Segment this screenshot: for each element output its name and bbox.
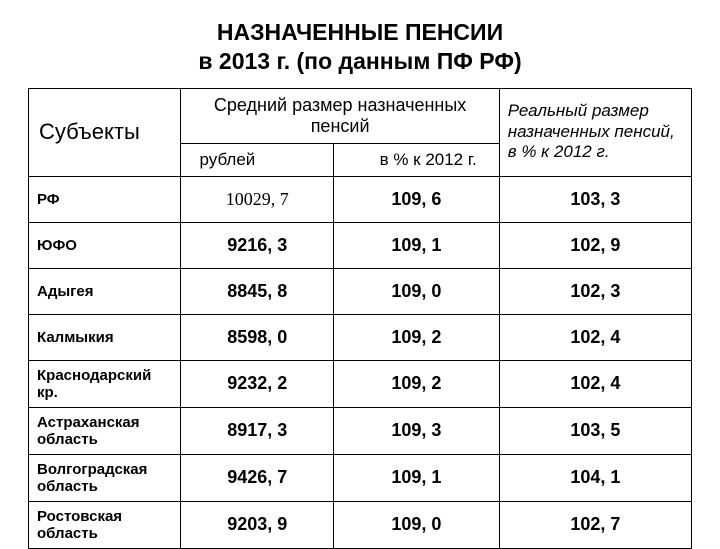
cell-real: 102, 4	[499, 314, 691, 360]
header-avg-size: Средний размер назначенных пенсий	[181, 88, 499, 143]
header-pct-2012: в % к 2012 г.	[333, 143, 499, 176]
cell-subject: Астраханская область	[29, 407, 181, 454]
pensions-table: Субъекты Средний размер назначенных пенс…	[28, 88, 692, 549]
cell-subject: Ростовская область	[29, 501, 181, 548]
cell-pct: 109, 0	[333, 268, 499, 314]
cell-real: 102, 4	[499, 360, 691, 407]
cell-rubles: 9232, 2	[181, 360, 333, 407]
cell-subject: РФ	[29, 176, 181, 222]
slide-title: НАЗНАЧЕННЫЕ ПЕНСИИ в 2013 г. (по данным …	[28, 18, 692, 76]
cell-rubles: 9426, 7	[181, 454, 333, 501]
table-row: Астраханская область8917, 3109, 3103, 5	[29, 407, 692, 454]
table-row: Адыгея8845, 8109, 0102, 3	[29, 268, 692, 314]
cell-pct: 109, 2	[333, 360, 499, 407]
header-subjects: Субъекты	[29, 88, 181, 176]
cell-subject: Краснодарский кр.	[29, 360, 181, 407]
table-row: Волгоградская область9426, 7109, 1104, 1	[29, 454, 692, 501]
cell-pct: 109, 3	[333, 407, 499, 454]
table-row: РФ10029, 7109, 6103, 3	[29, 176, 692, 222]
cell-subject: Волгоградская область	[29, 454, 181, 501]
cell-real: 104, 1	[499, 454, 691, 501]
title-line-1: НАЗНАЧЕННЫЕ ПЕНСИИ	[217, 19, 503, 45]
cell-rubles: 8598, 0	[181, 314, 333, 360]
cell-pct: 109, 6	[333, 176, 499, 222]
table-row: Калмыкия8598, 0109, 2102, 4	[29, 314, 692, 360]
cell-pct: 109, 1	[333, 454, 499, 501]
header-real-size: Реальный размер назначенных пенсий, в % …	[499, 88, 691, 176]
cell-rubles: 8917, 3	[181, 407, 333, 454]
cell-real: 102, 9	[499, 222, 691, 268]
cell-real: 102, 3	[499, 268, 691, 314]
cell-rubles: 10029, 7	[181, 176, 333, 222]
cell-real: 102, 7	[499, 501, 691, 548]
cell-rubles: 9216, 3	[181, 222, 333, 268]
cell-real: 103, 3	[499, 176, 691, 222]
table-row: Ростовская область9203, 9109, 0102, 7	[29, 501, 692, 548]
title-line-2: в 2013 г. (по данным ПФ РФ)	[198, 48, 521, 74]
cell-rubles: 9203, 9	[181, 501, 333, 548]
cell-pct: 109, 2	[333, 314, 499, 360]
cell-pct: 109, 1	[333, 222, 499, 268]
cell-pct: 109, 0	[333, 501, 499, 548]
cell-real: 103, 5	[499, 407, 691, 454]
table-body: РФ10029, 7109, 6103, 3ЮФО9216, 3109, 110…	[29, 176, 692, 548]
table-row: ЮФО9216, 3109, 1102, 9	[29, 222, 692, 268]
cell-subject: ЮФО	[29, 222, 181, 268]
table-row: Краснодарский кр.9232, 2109, 2102, 4	[29, 360, 692, 407]
cell-rubles: 8845, 8	[181, 268, 333, 314]
cell-subject: Калмыкия	[29, 314, 181, 360]
cell-subject: Адыгея	[29, 268, 181, 314]
header-rubles: рублей	[181, 143, 333, 176]
